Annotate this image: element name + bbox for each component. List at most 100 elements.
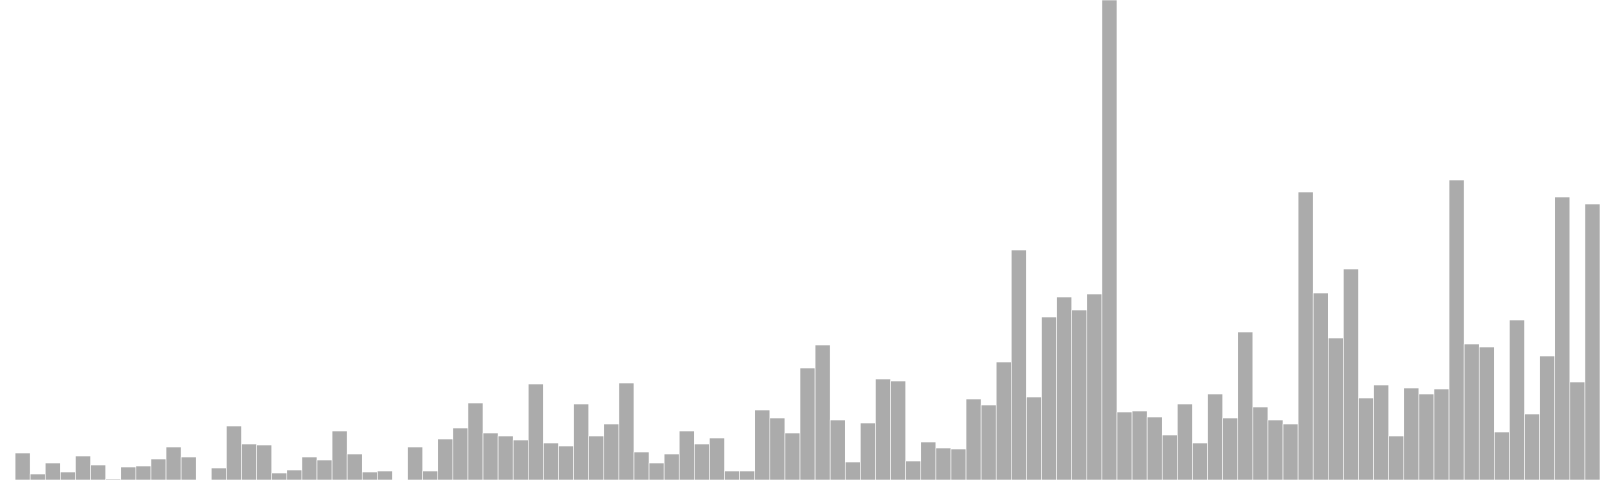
bar-47 <box>709 437 725 480</box>
bar-44 <box>663 453 680 480</box>
bar-55 <box>829 419 846 480</box>
bar-79 <box>1192 442 1208 480</box>
bar-12 <box>180 456 197 480</box>
bar-10 <box>150 458 167 480</box>
bar-8 <box>120 466 137 480</box>
bar-3 <box>44 462 61 480</box>
bar-81 <box>1222 417 1239 480</box>
bar-5 <box>75 455 91 480</box>
bar-43 <box>648 462 665 480</box>
bar-96 <box>1448 179 1465 480</box>
bar-46 <box>694 443 710 480</box>
bar-37 <box>558 445 574 480</box>
bar-69 <box>1041 316 1057 480</box>
bar-87 <box>1312 292 1329 480</box>
bar-2 <box>29 473 46 480</box>
bar-53 <box>799 367 816 480</box>
bar-99 <box>1494 431 1510 480</box>
bar-100 <box>1509 319 1525 480</box>
bar-51 <box>769 417 786 480</box>
bar-80 <box>1207 393 1223 480</box>
bar-67 <box>1011 249 1027 480</box>
bar-42 <box>633 451 650 480</box>
bar-68 <box>1026 396 1042 480</box>
bar-83 <box>1252 406 1269 480</box>
bar-20 <box>301 456 318 480</box>
bar-1 <box>14 452 31 480</box>
bar-22 <box>331 430 348 480</box>
bar-33 <box>497 435 514 480</box>
bar-36 <box>543 442 559 480</box>
bar-104 <box>1569 381 1586 480</box>
bar-86 <box>1297 191 1314 480</box>
bar-97 <box>1463 343 1480 480</box>
bar-74 <box>1116 411 1133 480</box>
bar-29 <box>437 438 454 480</box>
bar-91 <box>1373 384 1389 480</box>
bar-32 <box>482 432 499 480</box>
bar-105 <box>1584 203 1600 480</box>
bar-88 <box>1328 337 1344 480</box>
bar-18 <box>271 472 288 480</box>
bar-102 <box>1539 355 1556 480</box>
bar-23 <box>346 453 363 480</box>
bar-70 <box>1056 296 1072 480</box>
bar-57 <box>860 422 876 480</box>
bar-31 <box>467 402 484 480</box>
bar-52 <box>784 432 801 480</box>
bar-60 <box>905 460 922 480</box>
bar-84 <box>1267 419 1284 480</box>
bar-14 <box>211 467 227 480</box>
bar-48 <box>724 470 740 480</box>
bar-9 <box>135 465 152 480</box>
bar-34 <box>512 439 529 480</box>
bar-73 <box>1101 0 1118 480</box>
bar-28 <box>422 470 439 480</box>
bar-77 <box>1161 434 1178 480</box>
bar-89 <box>1343 268 1359 480</box>
bar-19 <box>286 469 303 480</box>
bar-series <box>14 0 1600 480</box>
bar-4 <box>60 471 76 480</box>
bar-85 <box>1282 423 1299 480</box>
bar-25 <box>377 470 393 480</box>
bar-66 <box>995 361 1012 480</box>
bar-98 <box>1478 346 1495 480</box>
bar-16 <box>241 443 257 480</box>
bar-56 <box>844 461 861 480</box>
bar-11 <box>165 446 182 480</box>
bar-82 <box>1237 331 1254 480</box>
bar-94 <box>1418 393 1435 480</box>
bar-64 <box>965 398 982 480</box>
bar-35 <box>527 383 544 480</box>
bar-40 <box>603 423 620 480</box>
bar-27 <box>407 446 423 480</box>
bar-15 <box>226 425 242 480</box>
bar-75 <box>1131 410 1148 480</box>
bar-21 <box>316 459 333 480</box>
bar-95 <box>1433 388 1450 480</box>
bar-39 <box>588 435 605 480</box>
bar-78 <box>1177 403 1193 480</box>
bar-63 <box>950 448 967 480</box>
bar-54 <box>814 344 831 480</box>
bar-6 <box>90 464 106 480</box>
bar-41 <box>618 382 635 480</box>
bar-17 <box>256 444 272 480</box>
bar-101 <box>1524 413 1540 480</box>
bar-103 <box>1554 196 1571 480</box>
bar-30 <box>452 427 469 480</box>
bar-49 <box>739 470 756 480</box>
bar-45 <box>678 430 695 480</box>
bar-76 <box>1146 416 1163 480</box>
bar-61 <box>920 441 937 480</box>
bar-59 <box>890 380 906 480</box>
bar-58 <box>875 378 891 480</box>
bar-38 <box>573 403 589 480</box>
bar-62 <box>935 447 952 480</box>
bar-50 <box>754 409 771 480</box>
bar-72 <box>1086 293 1103 480</box>
bar-90 <box>1358 397 1374 480</box>
